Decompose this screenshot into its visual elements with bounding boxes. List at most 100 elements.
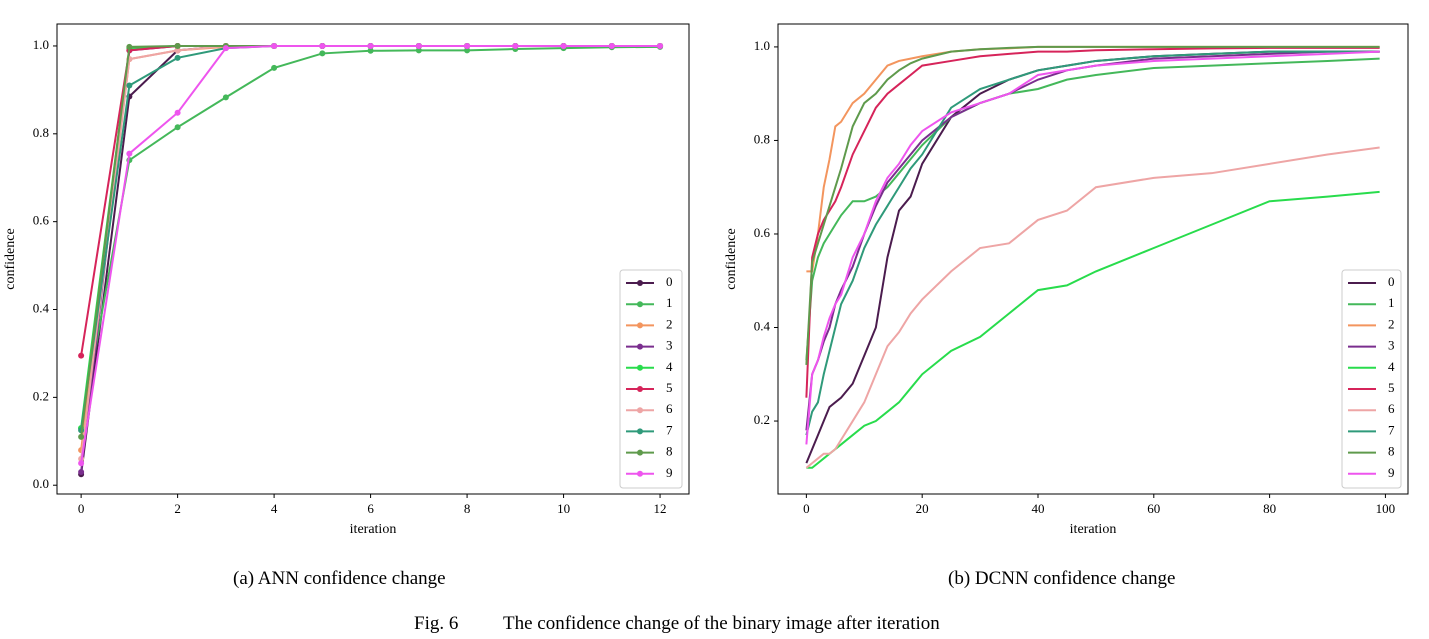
legend-label: 3 (666, 338, 673, 353)
legend-marker (637, 407, 643, 414)
series-line (80, 44, 661, 459)
series-line (805, 50, 1380, 445)
x-tick-label: 10 (557, 501, 570, 516)
point (367, 42, 374, 49)
series-line (80, 44, 661, 464)
point (126, 43, 133, 50)
x-tick-label: 6 (367, 501, 374, 516)
series-line (80, 44, 661, 429)
legend-label: 1 (666, 295, 673, 310)
x-tick-label: 100 (1376, 501, 1396, 516)
series-line (80, 44, 661, 431)
x-tick-label: 2 (174, 501, 181, 516)
legend-label: 8 (666, 444, 673, 459)
point (174, 42, 181, 49)
legend-marker (637, 470, 643, 477)
legend-label: 9 (1388, 465, 1395, 480)
y-axis-label: confidence (724, 228, 739, 289)
series-line (80, 44, 661, 356)
point (271, 42, 278, 49)
legend-label: 6 (1388, 401, 1395, 416)
caption-label: Fig. 6 (414, 613, 459, 634)
point (78, 352, 85, 359)
y-tick-label: 0.8 (33, 125, 49, 140)
series-line (805, 50, 1380, 431)
point (464, 42, 471, 49)
legend-label: 2 (1388, 316, 1395, 331)
legend-label: 2 (666, 316, 673, 331)
caption-text: The confidence change of the binary imag… (503, 613, 940, 634)
y-tick-label: 0.2 (754, 412, 770, 427)
legend-marker (637, 343, 643, 350)
point (222, 45, 229, 52)
x-tick-label: 40 (1031, 501, 1044, 516)
legend-label: 5 (666, 380, 673, 395)
series-line (805, 45, 1380, 365)
series-line (805, 146, 1380, 469)
charts: 0.00.20.40.60.81.00 2 4 6 8 10 12iterationconf… (3, 23, 1409, 537)
y-tick-label: 0.4 (754, 318, 771, 333)
series-line (805, 57, 1380, 361)
point (78, 469, 85, 476)
x-tick-label: 0 (78, 501, 85, 516)
point (271, 64, 278, 71)
y-tick-label: 0.6 (33, 213, 50, 228)
legend-marker (637, 322, 643, 329)
point (319, 42, 326, 49)
point (174, 47, 181, 54)
legend-label: 4 (1388, 359, 1395, 374)
point (78, 433, 85, 440)
point (174, 109, 181, 116)
legend-marker (637, 301, 643, 308)
legend-marker (637, 449, 643, 456)
y-axis-label: confidence (3, 228, 18, 289)
y-tick-label: 1.0 (33, 37, 49, 52)
point (126, 82, 133, 89)
point (222, 94, 229, 101)
legend-label: 3 (1388, 338, 1395, 353)
point (367, 47, 374, 54)
point (657, 42, 664, 49)
point (415, 47, 422, 54)
y-tick-label: 0.8 (754, 131, 770, 146)
x-tick-label: 80 (1263, 501, 1276, 516)
point (319, 50, 326, 57)
legend-label: 0 (666, 274, 673, 289)
legend-label: 1 (1388, 295, 1395, 310)
subcaption: (b) DCNN confidence change (948, 568, 1176, 589)
legend-label: 7 (1388, 422, 1395, 437)
legend-box (619, 269, 683, 489)
x-tick-label: 0 (803, 501, 810, 516)
series-line (806, 190, 1380, 469)
x-tick-label: 60 (1147, 501, 1160, 516)
x-tick-label: 4 (271, 501, 278, 516)
point (415, 42, 422, 49)
subcaption: (a) ANN confidence change (233, 568, 446, 589)
series-line (805, 46, 1380, 398)
series-line (805, 50, 1380, 436)
x-tick-label: 12 (654, 501, 667, 516)
y-tick-label: 0.2 (33, 388, 49, 403)
legend-label: 7 (666, 422, 673, 437)
series-line (80, 44, 661, 438)
legend-label: 4 (666, 359, 673, 374)
point (78, 460, 85, 467)
point (126, 150, 133, 157)
legend-marker (637, 428, 643, 435)
legend-label: 0 (1388, 274, 1395, 289)
point (512, 42, 519, 49)
series-line (80, 44, 661, 475)
series-line (80, 45, 661, 429)
legend-marker (637, 280, 643, 286)
legend-label: 8 (1388, 444, 1395, 459)
legend-marker (637, 386, 643, 392)
y-tick-label: 0.0 (33, 476, 49, 491)
plot-frame (56, 23, 690, 495)
x-axis-label: iteration (350, 522, 397, 537)
legend-label: 6 (666, 401, 673, 416)
legend-marker (637, 364, 643, 371)
point (174, 54, 181, 61)
x-tick-label: 8 (464, 501, 471, 516)
x-tick-label: 20 (916, 501, 929, 516)
